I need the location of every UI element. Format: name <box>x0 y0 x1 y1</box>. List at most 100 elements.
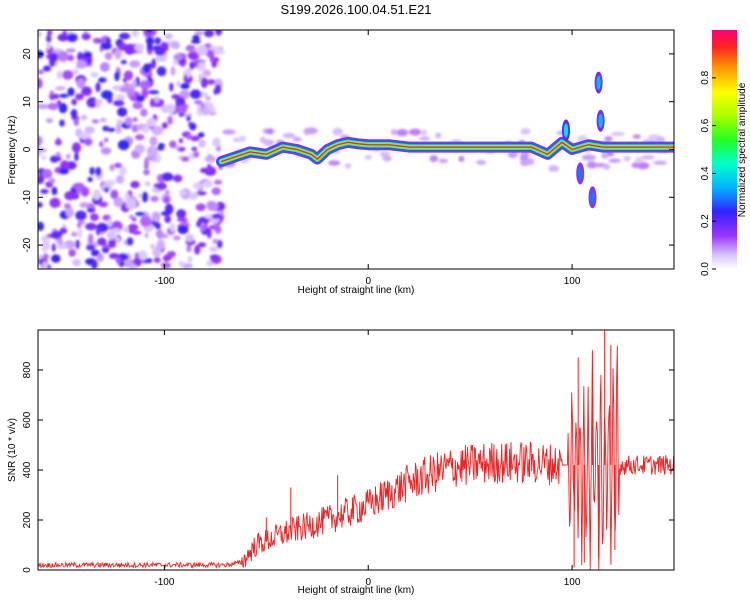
noise-blob <box>75 239 80 250</box>
noise-blob <box>86 97 98 108</box>
x-tick-label: 0 <box>365 577 371 588</box>
noise-blob <box>123 261 136 268</box>
noise-blob <box>139 80 151 90</box>
noise-blob <box>98 77 107 83</box>
y-tick-label: 400 <box>22 461 33 478</box>
noise-blob <box>91 119 100 124</box>
noise-blob <box>189 89 202 99</box>
noise-blob <box>151 125 164 136</box>
noise-blob <box>165 189 170 195</box>
y-tick-label: 200 <box>22 511 33 528</box>
noise-blob <box>215 30 222 36</box>
spectral-spot <box>578 166 583 181</box>
noise-blob <box>71 142 82 153</box>
noise-blob <box>123 226 129 233</box>
noise-blob <box>129 95 137 100</box>
noise-blob <box>196 61 207 72</box>
noise-blob <box>197 242 207 248</box>
noise-blob <box>169 82 174 92</box>
noise-blob <box>42 168 53 179</box>
noise-blob <box>146 118 157 127</box>
noise-blob <box>178 260 185 267</box>
noise-blob <box>38 135 43 146</box>
noise-blob <box>185 44 196 52</box>
noise-blob <box>151 211 161 222</box>
noise-blob <box>87 177 93 182</box>
noise-blob <box>207 79 216 85</box>
noise-blob <box>106 230 116 240</box>
colorbar-tick-label: 0.8 <box>700 70 711 84</box>
haze-blob <box>586 161 598 169</box>
noise-blob <box>86 244 96 251</box>
noise-blob <box>56 70 63 80</box>
noise-blob <box>200 224 208 230</box>
spectral-spot <box>563 123 569 138</box>
ridge-layer <box>221 141 674 162</box>
noise-blob <box>183 73 193 84</box>
noise-blob <box>170 222 176 232</box>
noise-blob <box>76 78 86 89</box>
snr-panel: -100 0 100 0 200 400 600 800 Height of straigh… <box>7 329 675 596</box>
noise-blob <box>110 189 119 199</box>
noise-blob <box>213 45 223 56</box>
spectrogram-x-axis: -100 0 100 <box>154 30 581 287</box>
noise-blob <box>72 182 85 190</box>
noise-blob <box>173 53 183 61</box>
noise-blob <box>187 255 193 263</box>
y-tick-label: 20 <box>22 48 33 60</box>
noise-blob <box>51 243 56 252</box>
noise-blob <box>125 198 137 210</box>
noise-blob <box>156 66 167 77</box>
haze-blob <box>429 155 438 163</box>
noise-blob <box>214 179 222 185</box>
noise-blob <box>47 102 59 110</box>
noise-blob <box>115 256 122 264</box>
snr-x-label: Height of straight line (km) <box>298 585 415 596</box>
noise-blob <box>142 126 149 134</box>
haze-blob <box>396 128 409 137</box>
noise-blob <box>208 45 214 51</box>
noise-blob <box>160 104 171 113</box>
noise-blob <box>153 257 161 264</box>
haze-blob <box>608 158 621 163</box>
haze-blob <box>238 135 246 142</box>
noise-blob <box>124 192 130 202</box>
noise-blob <box>186 69 191 78</box>
noise-blob <box>126 237 134 246</box>
noise-blob <box>86 208 96 213</box>
noise-blob <box>84 126 95 134</box>
noise-blob <box>190 135 200 142</box>
noise-blob <box>51 254 61 263</box>
noise-blob <box>177 225 189 235</box>
y-tick-label: 0 <box>22 146 33 152</box>
noise-blob <box>164 215 172 224</box>
noise-blob <box>66 33 78 42</box>
noise-blob <box>161 122 168 129</box>
noise-blob <box>171 41 180 50</box>
noise-blob <box>114 71 120 82</box>
noise-blob <box>153 96 160 104</box>
noise-blob <box>191 146 198 152</box>
noise-blob <box>184 112 193 118</box>
haze-blob <box>604 136 613 141</box>
noise-blob <box>189 61 195 70</box>
spectrogram-x-label: Height of straight line (km) <box>298 285 415 296</box>
noise-blob <box>99 141 104 148</box>
noise-blob <box>140 108 148 117</box>
noise-blob <box>89 213 99 222</box>
noise-blob <box>123 70 134 81</box>
spectral-spot <box>596 75 601 90</box>
noise-blob <box>214 224 222 234</box>
noise-blob <box>198 139 206 148</box>
noise-blob <box>114 162 122 168</box>
noise-blob <box>160 262 171 269</box>
noise-blob <box>38 77 43 89</box>
noise-blob <box>207 227 212 239</box>
noise-blob <box>59 168 69 175</box>
noise-blob <box>209 54 215 63</box>
y-tick-label: 10 <box>22 96 33 108</box>
noise-blob <box>155 229 164 238</box>
haze-blob <box>305 127 318 135</box>
noise-blob <box>117 139 130 151</box>
noise-blob <box>133 256 142 267</box>
